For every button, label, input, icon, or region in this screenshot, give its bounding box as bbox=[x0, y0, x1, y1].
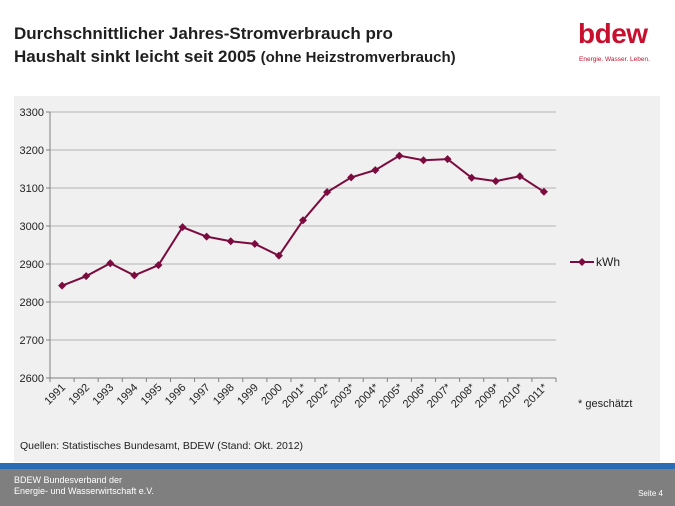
title-line-2: Haushalt sinkt leicht seit 2005 (ohne He… bbox=[14, 45, 534, 69]
title-line-1: Durchschnittlicher Jahres-Stromverbrauch… bbox=[14, 24, 393, 43]
x-tick-label: 1993 bbox=[91, 382, 117, 408]
x-tick-label: 1996 bbox=[163, 382, 189, 408]
title-subtitle: (ohne Heizstromverbrauch) bbox=[260, 49, 456, 66]
data-point bbox=[371, 166, 380, 175]
logo-tagline: Energie. Wasser. Leben. bbox=[579, 56, 650, 63]
legend-marker-icon bbox=[570, 258, 594, 266]
x-tick-label: 2007* bbox=[425, 381, 454, 410]
footer-accent-bar bbox=[0, 463, 675, 469]
y-tick-label: 3200 bbox=[20, 145, 44, 157]
data-point bbox=[419, 156, 428, 165]
footer-organization: BDEW Bundesverband der Energie- und Wass… bbox=[14, 475, 154, 497]
data-point bbox=[395, 151, 404, 160]
data-point bbox=[202, 232, 211, 241]
x-tick-label: 2011* bbox=[522, 381, 551, 410]
y-tick-label: 2900 bbox=[20, 259, 44, 271]
source-note: Quellen: Statistisches Bundesamt, BDEW (… bbox=[20, 440, 304, 452]
x-tick-label: 2010* bbox=[497, 381, 526, 410]
data-point bbox=[130, 271, 139, 280]
y-tick-label: 3100 bbox=[20, 183, 44, 195]
x-tick-label: 2009* bbox=[473, 381, 502, 410]
data-point bbox=[491, 177, 500, 186]
data-point bbox=[178, 223, 187, 232]
data-point bbox=[299, 216, 307, 225]
data-point bbox=[58, 281, 67, 290]
data-point bbox=[226, 237, 235, 246]
y-tick-label: 2800 bbox=[20, 297, 44, 309]
data-point bbox=[467, 173, 476, 182]
x-tick-label: 2001* bbox=[280, 381, 309, 410]
legend-label: kWh bbox=[596, 255, 620, 269]
x-tick-label: 1992 bbox=[66, 382, 92, 408]
x-tick-label: 1991 bbox=[42, 382, 68, 408]
page-number: Seite 4 bbox=[638, 489, 663, 498]
data-point bbox=[515, 172, 524, 181]
x-tick-label: 2002* bbox=[304, 381, 333, 410]
footer-org-line-1: BDEW Bundesverband der bbox=[14, 475, 123, 485]
x-tick-label: 2008* bbox=[449, 381, 478, 410]
x-tick-label: 1994 bbox=[115, 382, 141, 408]
x-tick-label: 1995 bbox=[139, 382, 165, 408]
data-point bbox=[154, 261, 163, 270]
data-point bbox=[106, 259, 115, 268]
data-point bbox=[274, 251, 283, 260]
slide-title: Durchschnittlicher Jahres-Stromverbrauch… bbox=[14, 22, 534, 69]
y-tick-label: 2700 bbox=[20, 335, 44, 347]
x-tick-label: 2006* bbox=[401, 381, 430, 410]
logo-wordmark: bdew bbox=[578, 18, 648, 49]
x-tick-label: 1998 bbox=[211, 382, 237, 408]
data-point bbox=[323, 188, 332, 197]
y-tick-label: 3000 bbox=[20, 221, 44, 233]
x-tick-label: 1999 bbox=[235, 382, 261, 408]
chart-panel bbox=[14, 96, 660, 462]
title-line-2-main: Haushalt sinkt leicht seit 2005 bbox=[14, 47, 256, 66]
data-point bbox=[250, 239, 259, 248]
bdew-logo: bdew Energie. Wasser. Leben. bbox=[576, 18, 664, 64]
x-tick-label: 2004* bbox=[353, 381, 382, 410]
y-tick-label: 2600 bbox=[20, 373, 44, 385]
x-tick-label: 2005* bbox=[377, 381, 406, 410]
data-point bbox=[443, 155, 452, 164]
footer: BDEW Bundesverband der Energie- und Wass… bbox=[0, 463, 675, 506]
data-point bbox=[539, 187, 548, 196]
y-tick-label: 3300 bbox=[20, 107, 44, 119]
x-tick-label: 1997 bbox=[187, 382, 213, 408]
footer-org-line-2: Energie- und Wasserwirtschaft e.V. bbox=[14, 486, 154, 496]
data-point bbox=[82, 272, 91, 281]
footnote: * geschätzt bbox=[578, 398, 633, 410]
data-point bbox=[347, 173, 356, 182]
x-tick-label: 2003* bbox=[328, 381, 357, 410]
